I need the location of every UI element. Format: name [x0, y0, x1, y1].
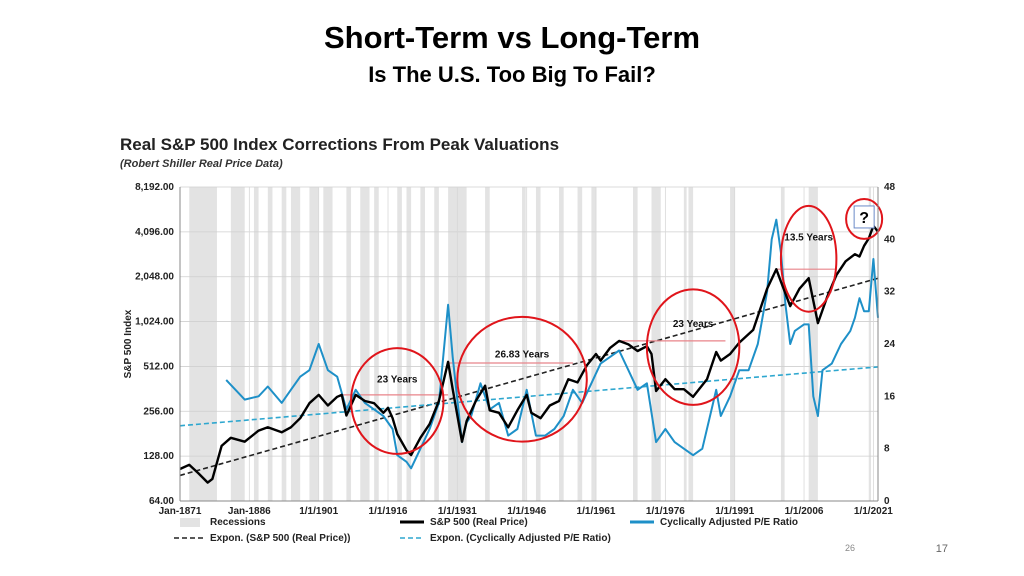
recession-band [309, 187, 319, 501]
price-trendline [179, 277, 879, 477]
recession-band [290, 187, 301, 501]
inner-page-number: 26 [845, 543, 856, 553]
recession-band [651, 187, 661, 501]
y-axis-label: S&P 500 Index [123, 309, 134, 378]
slide-number: 17 [935, 543, 948, 555]
chart-title: Real S&P 500 Index Corrections From Peak… [120, 135, 559, 154]
chart-subtitle: (Robert Shiller Real Price Data) [120, 158, 283, 170]
recession-band [577, 187, 583, 501]
recession-band [559, 187, 564, 501]
x-tick-label: 1/1/2006 [785, 506, 824, 517]
legend-label: Expon. (Cyclically Adjusted P/E Ratio) [430, 533, 611, 544]
recession-band [189, 187, 217, 501]
recession-band [406, 187, 412, 501]
cape-trendline [179, 366, 879, 427]
question-box [853, 205, 875, 229]
recession-band [522, 187, 526, 501]
recession-band [633, 187, 638, 501]
y-left-tick-label: 1,024.00 [135, 317, 174, 328]
recession-band [591, 187, 597, 501]
x-tick-label: 1/1/1961 [577, 506, 616, 517]
legend-swatch-recession [180, 518, 200, 527]
y-left-tick-label: 128.00 [143, 451, 174, 462]
slide-title: Short-Term vs Long-Term [323, 20, 701, 55]
y-right-tick-label: 24 [884, 339, 896, 350]
y-right-tick-label: 16 [884, 391, 896, 402]
annotation-circle [779, 204, 838, 313]
recession-band [267, 187, 273, 501]
recession-band [683, 187, 687, 501]
price-series-line [179, 224, 879, 484]
y-left-tick-label: 2,048.00 [135, 272, 174, 283]
recession-band [281, 187, 287, 501]
annotation-circle [645, 288, 741, 406]
annotation-circle [845, 198, 884, 240]
recession-band [535, 187, 541, 501]
legend-label: S&P 500 (Real Price) [430, 517, 528, 528]
annotation-circle [350, 347, 445, 455]
recession-band [434, 187, 439, 501]
annotation-circle [456, 315, 588, 443]
recession-band [360, 187, 370, 501]
y-left-tick-label: 8,192.00 [135, 182, 174, 193]
annotation-label: 23 Years [673, 319, 714, 330]
x-tick-label: 1/1/2021 [854, 506, 893, 517]
legend-label: Recessions [210, 517, 266, 528]
recession-band [374, 187, 379, 501]
recession-band [730, 187, 735, 501]
x-tick-label: Jan-1871 [159, 506, 202, 517]
recession-band [780, 187, 785, 501]
x-tick-label: 1/1/1991 [715, 506, 754, 517]
x-tick-label: 1/1/1916 [369, 506, 408, 517]
x-tick-label: Jan-1886 [228, 506, 271, 517]
y-left-tick-label: 4,096.00 [135, 227, 174, 238]
recession-band [688, 187, 694, 501]
x-tick-label: 1/1/1931 [438, 506, 477, 517]
annotation-label: ? [859, 210, 869, 227]
recession-band [230, 187, 245, 501]
y-right-tick-label: 8 [884, 444, 890, 455]
recession-band [485, 187, 490, 501]
y-left-tick-label: 64.00 [149, 496, 174, 507]
y-right-tick-label: 0 [884, 496, 890, 507]
recession-band [808, 187, 818, 501]
x-tick-label: 1/1/1976 [646, 506, 685, 517]
y-right-tick-label: 32 [884, 287, 896, 298]
legend-label: Cyclically Adjusted P/E Ratio [660, 517, 798, 528]
recession-band [346, 187, 352, 501]
recession-band [253, 187, 259, 501]
annotation-label: 23 Years [377, 375, 418, 386]
recession-band [397, 187, 402, 501]
cape-series-line [225, 218, 879, 470]
legend-label: Expon. (S&P 500 (Real Price)) [210, 533, 350, 544]
recession-band [868, 187, 872, 501]
y-right-tick-label: 40 [884, 234, 896, 245]
y-left-tick-label: 256.00 [143, 406, 174, 417]
x-tick-label: 1/1/1946 [507, 506, 546, 517]
y-right-tick-label: 48 [884, 182, 896, 193]
slide-subtitle: Is The U.S. Too Big To Fail? [368, 62, 656, 87]
recession-band [323, 187, 333, 501]
annotation-label: 13.5 Years [784, 232, 833, 243]
annotation-label: 26.83 Years [495, 349, 550, 360]
y-left-tick-label: 512.00 [143, 361, 174, 372]
x-tick-label: 1/1/1901 [299, 506, 338, 517]
recession-band [420, 187, 425, 501]
